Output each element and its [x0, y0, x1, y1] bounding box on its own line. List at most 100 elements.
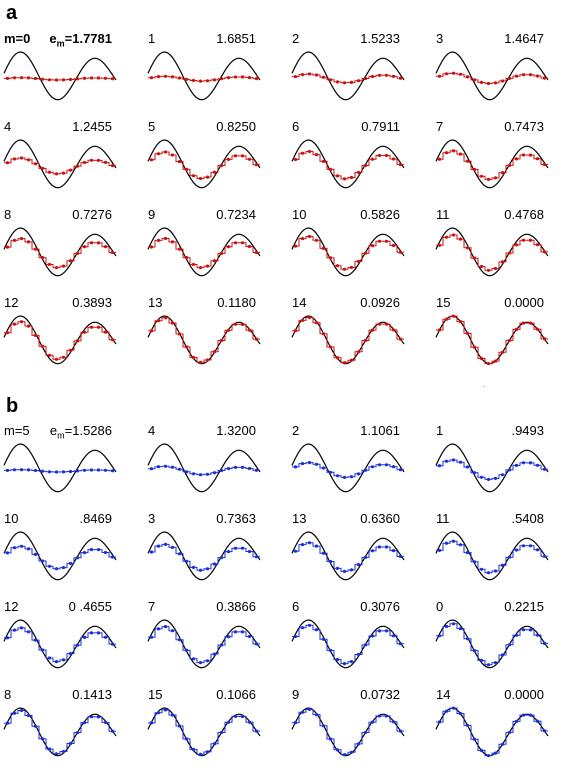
sample-point: [465, 723, 470, 727]
sample-point: [528, 238, 533, 242]
sample-point: [156, 75, 161, 79]
sample-point: [335, 657, 340, 662]
sample-point: [54, 266, 59, 270]
sample-point: [163, 542, 168, 546]
sample-point: [293, 721, 298, 725]
sample-point: [33, 468, 38, 473]
sample-point: [61, 749, 66, 754]
waveform-plot: [3, 619, 117, 669]
sample-point: [342, 662, 347, 666]
sample-point: [391, 720, 396, 724]
sample-point: [328, 559, 333, 564]
sample-point: [384, 714, 389, 718]
sample-point: [451, 314, 456, 318]
plot-cell: 11 0.4768: [434, 204, 552, 294]
sample-point: [444, 624, 449, 629]
sample-point: [486, 477, 491, 481]
plot-cell: 1 1.6851: [146, 28, 264, 118]
sample-point: [212, 471, 217, 475]
staircase-approximation: [436, 623, 548, 666]
step-count-label: 8: [4, 207, 12, 222]
step-count-label: 0: [436, 599, 444, 614]
sample-point: [528, 713, 533, 717]
plot-cell: 6 0.3076: [290, 596, 408, 686]
error-label: 0.1413: [72, 687, 112, 702]
sample-point: [240, 546, 245, 550]
sample-point: [33, 724, 38, 728]
target-curve: [291, 619, 405, 669]
sample-point: [384, 322, 389, 326]
sample-point: [458, 460, 463, 464]
sample-point: [5, 551, 10, 555]
sample-point: [542, 641, 547, 645]
sample-point: [293, 329, 298, 333]
sample-point: [247, 720, 252, 724]
sample-point: [293, 465, 298, 469]
plot-cell: 12 0 .4655: [2, 596, 120, 686]
sample-point: [247, 549, 252, 554]
error-label: 1.2455: [72, 119, 112, 134]
step-count-label: m=0: [4, 31, 31, 46]
sample-point: [184, 167, 189, 171]
error-label: em=1.5286: [49, 423, 112, 441]
plot-cell: m=0 em=1.7781: [2, 28, 120, 118]
sample-point: [535, 719, 540, 723]
sample-point: [535, 548, 540, 552]
sample-point: [300, 710, 305, 714]
sample-point: [328, 648, 333, 652]
sample-point: [300, 626, 305, 630]
sample-point: [68, 741, 73, 746]
waveform-plot: [291, 51, 405, 101]
target-curve: [291, 139, 405, 189]
staircase-approximation: [4, 710, 116, 755]
target-curve: [3, 531, 117, 581]
sample-point: [507, 76, 512, 80]
target-curve: [435, 227, 549, 277]
sample-point: [110, 469, 115, 473]
sample-point: [500, 171, 505, 175]
step-count-label: 15: [148, 687, 163, 702]
sample-point: [535, 243, 540, 247]
staircase-approximation: [292, 462, 404, 478]
plot-cell: 2 1.1061: [290, 420, 408, 510]
sample-point: [110, 338, 115, 342]
sample-point: [370, 549, 375, 553]
sample-point: [184, 77, 189, 81]
sample-point: [293, 157, 298, 162]
sample-point: [349, 750, 354, 754]
step-count-label: 15: [436, 295, 451, 310]
sample-point: [149, 635, 154, 639]
sample-point: [535, 327, 540, 331]
plot-cell: 4 1.2455: [2, 116, 120, 206]
sample-point: [398, 250, 403, 254]
sample-point: [103, 468, 108, 472]
error-label: 0.3076: [360, 599, 400, 614]
sample-point: [370, 244, 375, 248]
error-label: .9493: [511, 423, 544, 438]
sample-point: [444, 235, 449, 239]
sample-point: [110, 77, 115, 81]
sample-point: [356, 350, 361, 354]
sample-point: [163, 625, 168, 629]
target-curve: [147, 315, 261, 365]
plot-cell: 9 0.7234: [146, 204, 264, 294]
step-count-label: 13: [148, 295, 163, 310]
sample-point: [40, 469, 45, 473]
sample-point: [437, 328, 442, 332]
sample-point: [328, 470, 333, 474]
sample-point: [233, 630, 238, 634]
staircase-approximation: [4, 545, 116, 570]
sample-point: [321, 246, 326, 250]
sample-point: [370, 157, 375, 161]
sample-point: [163, 708, 168, 712]
target-curve: [147, 51, 261, 101]
sample-point: [212, 170, 217, 174]
sample-point: [75, 556, 80, 560]
target-curve: [435, 51, 549, 101]
sample-point: [233, 75, 238, 79]
error-label: 0.4768: [504, 207, 544, 222]
sample-point: [240, 714, 245, 719]
sample-point: [205, 175, 210, 179]
sample-point: [391, 549, 396, 553]
sample-point: [493, 476, 498, 480]
